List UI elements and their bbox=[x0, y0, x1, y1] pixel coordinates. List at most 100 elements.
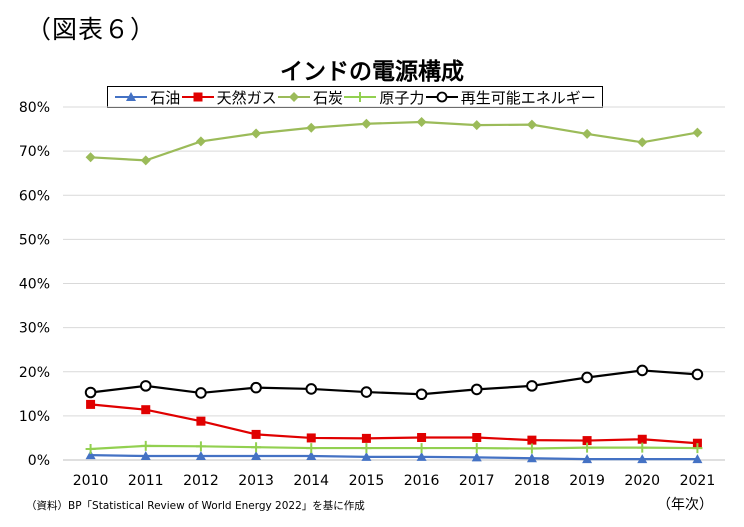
oil-data-point bbox=[361, 451, 372, 461]
nuclear-data-point bbox=[526, 443, 537, 454]
oil-data-point bbox=[251, 451, 262, 461]
coal-data-point bbox=[195, 136, 206, 147]
x-tick-label: 2011 bbox=[128, 473, 164, 489]
coal-data-point bbox=[692, 127, 703, 138]
legend-label: 天然ガス bbox=[216, 88, 277, 107]
x-tick-label: 2015 bbox=[349, 473, 385, 489]
oil-data-point bbox=[692, 454, 703, 464]
nuclear-data-point bbox=[637, 442, 648, 453]
legend-item-natural-gas: 天然ガス bbox=[181, 87, 277, 108]
renewables-data-point bbox=[360, 386, 373, 398]
nuclear-data-point bbox=[692, 443, 703, 454]
x-tick-label: 2016 bbox=[404, 473, 440, 489]
series-line-natural-gas bbox=[90, 403, 698, 445]
renewables-data-point bbox=[470, 383, 483, 396]
renewables-data-point bbox=[139, 380, 152, 392]
renewables-data-point bbox=[526, 380, 538, 392]
legend-marker-triangle-icon bbox=[115, 92, 148, 101]
x-tick-label: 2012 bbox=[183, 473, 219, 489]
nuclear-data-point bbox=[85, 443, 96, 454]
legend-item-nuclear: 原子力 bbox=[343, 87, 424, 108]
legend-label: 石油 bbox=[150, 88, 181, 107]
x-tick-label: 2010 bbox=[73, 473, 109, 489]
coal-data-point bbox=[582, 128, 593, 139]
natural-gas-data-point bbox=[306, 433, 316, 443]
nuclear-data-point bbox=[361, 443, 372, 454]
renewables-data-point bbox=[691, 368, 704, 381]
legend-item-coal: 石炭 bbox=[277, 87, 343, 108]
oil-data-point bbox=[140, 451, 151, 461]
y-tick-label: 40% bbox=[19, 277, 50, 293]
coal-data-point bbox=[85, 152, 96, 163]
x-tick-label: 2019 bbox=[569, 473, 605, 489]
coal-data-point bbox=[361, 118, 372, 129]
x-tick-label: 2017 bbox=[459, 473, 495, 489]
natural-gas-data-point bbox=[582, 436, 592, 446]
legend-label: 石炭 bbox=[312, 88, 343, 107]
series-line-oil bbox=[90, 454, 698, 461]
renewables-data-point bbox=[636, 364, 649, 377]
natural-gas-data-point bbox=[141, 405, 151, 415]
natural-gas-data-point bbox=[637, 434, 647, 444]
renewables-data-point bbox=[581, 371, 593, 384]
source-note: （資料）BP「Statistical Review of World Energ… bbox=[26, 500, 365, 512]
nuclear-data-point bbox=[471, 443, 482, 454]
y-tick-label: 60% bbox=[19, 188, 50, 204]
coal-data-point bbox=[471, 120, 482, 131]
y-tick-label: 20% bbox=[19, 365, 50, 381]
oil-data-point bbox=[637, 454, 648, 464]
legend-item-oil: 石油 bbox=[114, 87, 180, 108]
renewables-data-point bbox=[250, 381, 262, 394]
oil-data-point bbox=[471, 452, 482, 462]
natural-gas-data-point bbox=[472, 432, 482, 442]
coal-data-point bbox=[637, 137, 648, 148]
legend-item-renewables: 再生可能エネルギー bbox=[425, 87, 596, 108]
oil-data-point bbox=[416, 451, 427, 461]
legend-label: 原子力 bbox=[379, 88, 425, 107]
oil-data-point bbox=[306, 451, 317, 461]
x-tick-label: 2014 bbox=[293, 473, 329, 489]
nuclear-data-point bbox=[416, 443, 427, 454]
x-tick-label: 2013 bbox=[238, 473, 274, 489]
y-tick-label: 50% bbox=[19, 232, 50, 248]
natural-gas-data-point bbox=[86, 399, 96, 409]
figure-label: （図表６） bbox=[26, 15, 157, 44]
legend-marker-circle-icon bbox=[425, 91, 458, 103]
y-tick-label: 70% bbox=[19, 144, 50, 160]
natural-gas-data-point bbox=[196, 416, 206, 426]
legend-marker-plus-icon bbox=[344, 92, 377, 102]
coal-data-point bbox=[251, 128, 262, 139]
nuclear-data-point bbox=[251, 442, 262, 453]
x-axis-unit-label: （年次） bbox=[657, 497, 713, 513]
y-tick-label: 0% bbox=[28, 453, 50, 469]
natural-gas-data-point bbox=[361, 433, 371, 443]
coal-data-point bbox=[306, 122, 317, 133]
series-line-coal bbox=[90, 120, 698, 162]
series-line-nuclear bbox=[90, 444, 698, 451]
renewables-data-point bbox=[84, 386, 97, 399]
legend-label: 再生可能エネルギー bbox=[460, 88, 596, 107]
coal-data-point bbox=[526, 119, 537, 130]
renewables-data-point bbox=[195, 387, 207, 399]
coal-data-point bbox=[140, 155, 151, 166]
nuclear-data-point bbox=[195, 441, 206, 452]
natural-gas-data-point bbox=[417, 432, 427, 442]
x-tick-label: 2020 bbox=[624, 473, 660, 489]
renewables-data-point bbox=[305, 383, 318, 395]
oil-data-point bbox=[85, 450, 96, 460]
oil-data-point bbox=[195, 451, 206, 461]
nuclear-data-point bbox=[582, 442, 593, 453]
x-tick-label: 2018 bbox=[514, 473, 550, 489]
oil-data-point bbox=[526, 453, 537, 463]
nuclear-data-point bbox=[306, 443, 317, 454]
y-tick-label: 30% bbox=[19, 321, 50, 337]
y-tick-label: 10% bbox=[19, 409, 50, 425]
nuclear-data-point bbox=[140, 440, 151, 451]
coal-data-point bbox=[416, 117, 427, 128]
natural-gas-data-point bbox=[527, 435, 537, 445]
renewables-data-point bbox=[415, 388, 428, 401]
series-line-renewables bbox=[90, 369, 698, 396]
legend-marker-diamond-icon bbox=[277, 92, 310, 102]
natural-gas-data-point bbox=[251, 429, 261, 439]
